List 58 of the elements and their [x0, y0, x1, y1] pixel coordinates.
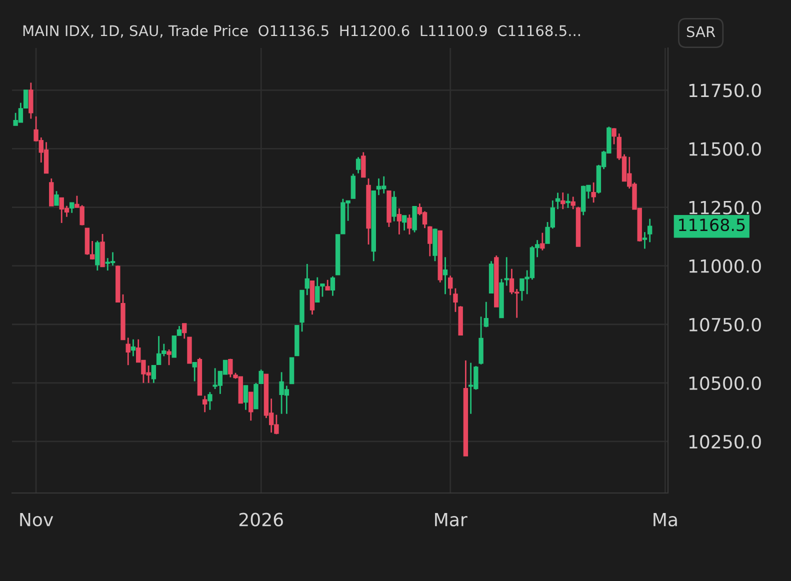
candlestick [192, 362, 197, 382]
y-tick-label: 10500.0 [689, 376, 761, 390]
y-tick-label: 11500.0 [689, 142, 761, 156]
candlestick [350, 173, 356, 200]
candlestick [642, 231, 648, 250]
candlestick [202, 395, 208, 413]
candlestick [560, 192, 566, 210]
candlestick [591, 182, 596, 204]
candlestick [612, 127, 616, 145]
candlestick [361, 152, 366, 178]
candlestick [49, 178, 54, 207]
candlestick [28, 82, 34, 120]
candlestick [258, 368, 264, 384]
candlestick [392, 190, 396, 222]
candlestick [243, 385, 248, 411]
candlestick [208, 391, 212, 411]
candlestick [182, 322, 187, 340]
y-tick-label: 10250.0 [689, 434, 761, 449]
candlestick [453, 288, 458, 313]
candlestick [325, 279, 330, 291]
y-tick-label: 11250.0 [689, 200, 761, 214]
candlestick [54, 190, 59, 206]
candlestick [228, 358, 233, 378]
y-tick-label: 10750.0 [689, 318, 761, 332]
candlestick [504, 256, 509, 286]
candlestick [448, 274, 453, 296]
text: SAR [686, 26, 716, 38]
x-tick-label: 2026 [239, 512, 283, 526]
candlestick [330, 276, 336, 296]
y-tick-label: 11750.0 [689, 84, 761, 98]
candlestick [151, 364, 156, 384]
x-tick-label: Nov [20, 513, 54, 526]
candlestick [442, 256, 448, 295]
candlestick [356, 156, 361, 174]
candlestick [304, 263, 310, 296]
candlestick [570, 196, 576, 210]
candlestick [428, 226, 432, 257]
candlestick [248, 392, 254, 422]
candlestick [407, 214, 412, 236]
candlestick [647, 218, 652, 243]
candlestick [402, 215, 407, 232]
candlestick [166, 348, 172, 366]
candlestick [555, 192, 560, 210]
candlestick [396, 208, 402, 236]
y-tick-label: 11000.0 [689, 259, 761, 273]
candlestick [566, 192, 570, 209]
candlestick [95, 240, 100, 272]
text: 11168.5 [679, 218, 745, 232]
candlestick [70, 202, 74, 214]
x-tick-label: Mar [435, 513, 468, 526]
candlestick [412, 206, 417, 234]
x-tick-label: Ma [654, 513, 677, 526]
candlestick [126, 337, 130, 366]
candlestick [484, 301, 489, 328]
candlestick [130, 338, 136, 357]
candlestick [90, 240, 95, 260]
chart-title: MAIN IDX, 1D, SAU, Trade Price O11136.5 H11200.6 L11100.9 C11168.5... [23, 24, 580, 38]
candlestick [540, 232, 545, 252]
